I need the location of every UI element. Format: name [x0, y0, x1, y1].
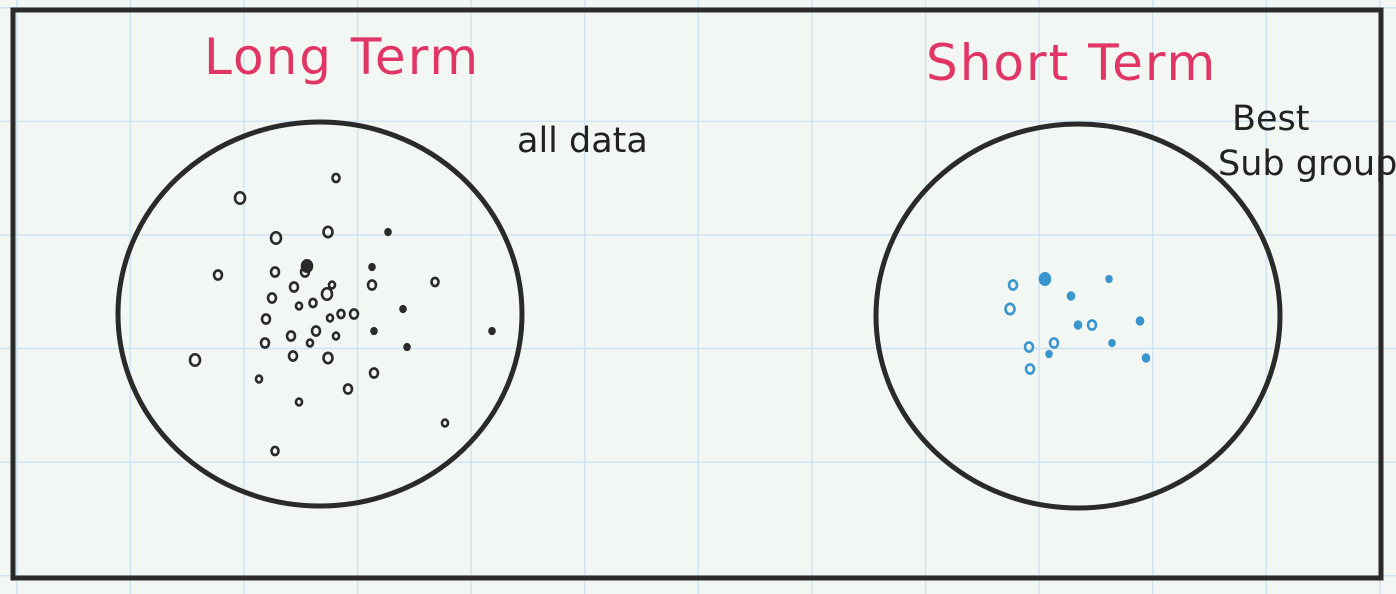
scatter-point — [322, 225, 334, 239]
scatter-point — [1108, 338, 1116, 348]
scatter-point — [310, 325, 322, 337]
short-term-circle — [873, 121, 1283, 511]
scatter-point — [348, 308, 360, 320]
scatter-point — [288, 281, 300, 293]
scatter-point — [1038, 271, 1052, 287]
scatter-point — [233, 190, 247, 206]
scatter-point — [308, 297, 318, 309]
scatter-point — [322, 351, 334, 365]
scatter-point — [1105, 274, 1113, 284]
scatter-point — [269, 230, 283, 246]
diagram-frame — [10, 7, 1384, 581]
scatter-point — [1024, 363, 1036, 375]
scatter-point — [399, 304, 407, 314]
scatter-point — [1048, 337, 1060, 349]
scatter-point — [1045, 349, 1053, 359]
scatter-point — [287, 350, 299, 362]
scatter-point — [327, 280, 337, 290]
scatter-point — [1141, 353, 1151, 363]
scatter-point — [342, 383, 354, 395]
scatter-point — [270, 445, 280, 457]
scatter-point — [403, 342, 411, 352]
scatter-point — [320, 286, 334, 302]
scatter-point — [300, 258, 314, 274]
scatter-point — [285, 330, 297, 342]
sub-group-label: Sub group — [1218, 144, 1396, 184]
short-term-panel: Short Term Best Sub group — [873, 34, 1396, 511]
all-data-label: all data — [517, 121, 648, 161]
scatter-point — [488, 326, 496, 336]
scatter-point — [440, 418, 450, 428]
long-term-circle — [115, 119, 525, 509]
scatter-point — [299, 266, 311, 278]
scatter-point — [331, 172, 341, 184]
scatter-point — [384, 227, 392, 237]
long-term-panel: Long Term all data — [115, 28, 648, 509]
scatter-point — [1007, 279, 1019, 291]
scatter-point — [325, 313, 335, 323]
scatter-point — [269, 266, 281, 278]
scatter-point — [430, 276, 440, 288]
scatter-point — [212, 269, 224, 281]
long-term-title: Long Term — [204, 28, 480, 86]
scatter-point — [331, 331, 341, 341]
scatter-point — [1086, 319, 1098, 331]
scatter-point — [294, 301, 304, 311]
scatter-point — [1135, 316, 1145, 326]
scatter-point — [259, 337, 271, 349]
scatter-point — [1066, 291, 1076, 301]
scatter-point — [366, 279, 378, 291]
scatter-point — [1073, 320, 1083, 330]
short-term-points — [1004, 271, 1151, 375]
scatter-point — [370, 326, 378, 336]
scatter-point — [1023, 341, 1035, 353]
scatter-point — [1004, 302, 1016, 316]
scatter-point — [260, 313, 272, 325]
scatter-point — [368, 262, 376, 272]
best-label: Best — [1232, 99, 1310, 139]
scatter-point — [368, 367, 380, 379]
scatter-point — [188, 352, 202, 368]
scatter-point — [294, 397, 304, 407]
short-term-title: Short Term — [926, 34, 1217, 92]
scatter-point — [336, 308, 346, 320]
scatter-point — [266, 292, 278, 304]
long-term-points — [188, 172, 496, 457]
scatter-point — [254, 374, 264, 384]
scatter-point — [305, 338, 315, 348]
